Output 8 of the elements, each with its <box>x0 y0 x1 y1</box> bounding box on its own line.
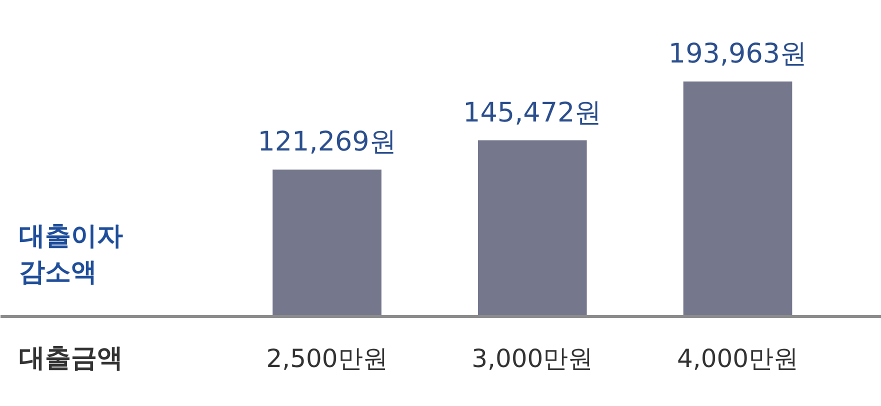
data-label: 121,269원 <box>258 126 396 158</box>
x-axis-title: 대출금액 <box>18 344 123 374</box>
x-tick-label: 4,000만원 <box>676 344 799 373</box>
data-label: 145,472원 <box>463 97 602 128</box>
x-tick-label: 3,000만원 <box>472 344 594 373</box>
x-tick-label: 2,500만원 <box>266 344 388 373</box>
data-label: 193,963원 <box>668 38 808 70</box>
y-axis-title: 대출이자 감소액 <box>18 222 123 288</box>
